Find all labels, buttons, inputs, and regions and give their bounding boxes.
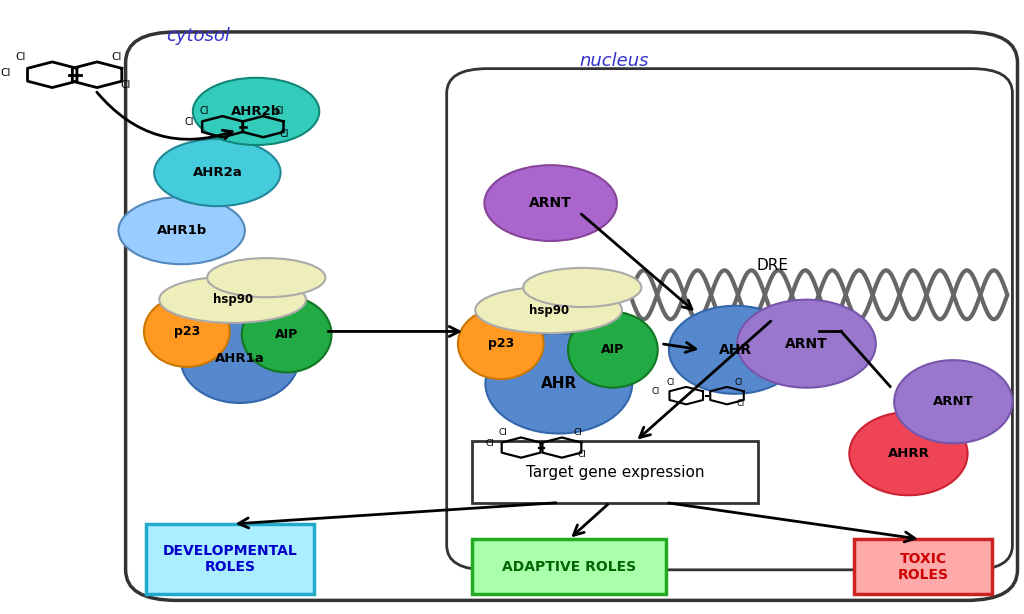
Text: Cl: Cl [736, 399, 744, 408]
Ellipse shape [160, 276, 306, 323]
Text: ARNT: ARNT [933, 395, 974, 408]
Ellipse shape [242, 297, 332, 373]
Text: AHR2b: AHR2b [231, 105, 282, 118]
Text: Cl: Cl [185, 117, 195, 127]
Text: Target gene expression: Target gene expression [525, 465, 705, 480]
Ellipse shape [144, 296, 229, 367]
Text: Cl: Cl [499, 429, 508, 438]
Text: Cl: Cl [112, 52, 122, 62]
Ellipse shape [669, 306, 802, 394]
Text: Cl: Cl [573, 429, 582, 438]
FancyBboxPatch shape [472, 539, 666, 594]
Text: AHR: AHR [541, 376, 577, 391]
Text: Cl: Cl [651, 387, 659, 397]
FancyBboxPatch shape [126, 32, 1018, 600]
Ellipse shape [475, 287, 622, 333]
Text: cytosol: cytosol [166, 27, 230, 45]
Text: AHR: AHR [719, 343, 752, 357]
Text: p23: p23 [174, 325, 200, 338]
Ellipse shape [458, 308, 544, 379]
Ellipse shape [207, 258, 326, 297]
Ellipse shape [568, 312, 657, 387]
Ellipse shape [737, 300, 876, 387]
Text: Cl: Cl [280, 128, 289, 139]
Text: AHR2a: AHR2a [193, 166, 243, 179]
Ellipse shape [119, 197, 245, 264]
Ellipse shape [193, 78, 319, 145]
Text: ARNT: ARNT [785, 336, 827, 351]
Text: Cl: Cl [667, 378, 675, 387]
Text: DRE: DRE [757, 258, 788, 273]
FancyBboxPatch shape [146, 524, 314, 594]
Ellipse shape [849, 412, 968, 495]
Text: Cl: Cl [485, 439, 495, 448]
Text: TOXIC
ROLES: TOXIC ROLES [898, 551, 948, 582]
FancyBboxPatch shape [472, 441, 758, 503]
Text: nucleus: nucleus [580, 52, 649, 69]
Text: Cl: Cl [15, 52, 26, 62]
Ellipse shape [180, 315, 299, 403]
Text: Cl: Cl [199, 106, 209, 116]
Text: DEVELOPMENTAL
ROLES: DEVELOPMENTAL ROLES [163, 544, 297, 574]
Ellipse shape [485, 333, 632, 433]
FancyBboxPatch shape [854, 539, 992, 594]
Ellipse shape [894, 360, 1013, 443]
Text: AHR1a: AHR1a [215, 352, 264, 365]
Text: ARNT: ARNT [529, 196, 572, 210]
Ellipse shape [523, 268, 641, 307]
Text: Cl: Cl [274, 106, 285, 116]
Text: Cl: Cl [735, 378, 743, 387]
Text: Cl: Cl [1, 68, 11, 79]
Text: AHR1b: AHR1b [157, 224, 207, 237]
FancyBboxPatch shape [446, 69, 1013, 570]
Text: p23: p23 [487, 337, 514, 350]
Text: hsp90: hsp90 [528, 303, 568, 317]
Text: hsp90: hsp90 [213, 293, 253, 306]
Text: Cl: Cl [120, 80, 130, 90]
Ellipse shape [484, 165, 616, 241]
Ellipse shape [155, 139, 281, 206]
Text: AIP: AIP [601, 343, 625, 356]
Text: AHRR: AHRR [888, 447, 930, 460]
Text: ADAPTIVE ROLES: ADAPTIVE ROLES [502, 560, 636, 573]
Text: Cl: Cl [578, 450, 587, 459]
Text: AIP: AIP [275, 328, 298, 341]
